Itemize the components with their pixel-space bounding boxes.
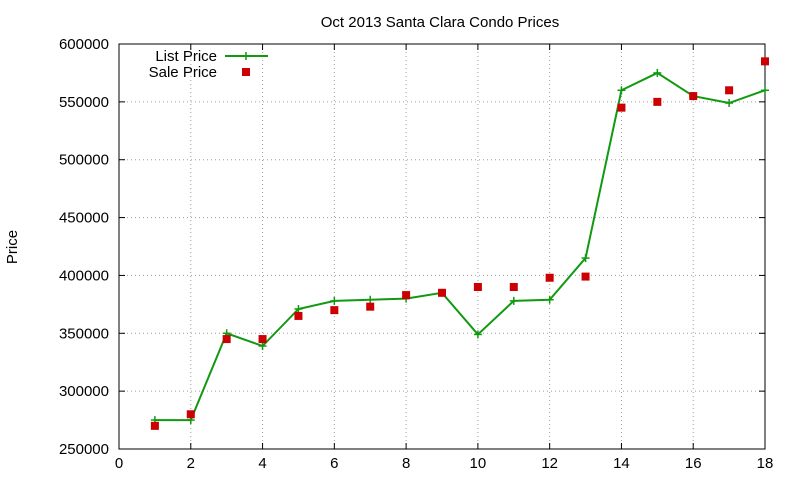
list-price-point xyxy=(258,342,267,351)
y-tick-label: 400000 xyxy=(59,267,109,284)
x-tick-label: 4 xyxy=(258,455,266,472)
list-price-point xyxy=(509,296,518,305)
sale-price-point xyxy=(761,57,769,66)
sale-price-point xyxy=(330,306,339,315)
list-price-point xyxy=(330,296,339,305)
y-tick-label: 600000 xyxy=(59,36,109,53)
legend: List Price Sale Price xyxy=(149,48,268,81)
sale-price-point xyxy=(438,288,446,297)
x-tick-label: 6 xyxy=(330,455,338,472)
x-tick-label: 16 xyxy=(685,455,702,472)
sale-price-point xyxy=(581,272,590,281)
list-price-line xyxy=(154,71,766,422)
sale-price-point xyxy=(509,283,518,291)
list-price-point xyxy=(294,304,303,313)
sale-price-point xyxy=(150,421,159,430)
sale-price-point xyxy=(402,291,411,300)
sale-price-point xyxy=(473,283,482,291)
y-axis-label: Price xyxy=(4,230,21,264)
sale-price-point xyxy=(689,92,698,101)
legend-sample-sale-price xyxy=(242,68,250,76)
y-tick-label: 550000 xyxy=(59,94,109,111)
y-tick-label: 450000 xyxy=(59,210,109,227)
list-price-point xyxy=(761,86,769,95)
list-price-point xyxy=(725,99,734,108)
tick-labels: 0 2 4 6 8 10 12 14 16 18 250000 300000 350000 400000 4… xyxy=(59,36,773,472)
x-tick-label: 18 xyxy=(757,455,774,472)
sale-price-point xyxy=(545,273,554,282)
sale-price-point xyxy=(222,335,231,344)
axes xyxy=(118,43,766,450)
list-price-point xyxy=(366,295,375,304)
x-tick-label: 10 xyxy=(470,455,487,472)
list-price-point xyxy=(653,68,662,77)
sale-price-point xyxy=(258,335,267,344)
list-price-point xyxy=(617,86,626,95)
y-tick-label: 350000 xyxy=(59,325,109,342)
x-tick-label: 14 xyxy=(613,455,630,472)
sale-price-point xyxy=(186,410,195,419)
legend-label-list-price: List Price xyxy=(155,48,217,65)
y-tick-label: 500000 xyxy=(59,152,109,169)
list-price-point xyxy=(545,295,554,304)
y-tick-label: 300000 xyxy=(59,383,109,400)
sale-price-point xyxy=(725,86,734,95)
sale-price-point xyxy=(617,103,626,112)
legend-marker-list-price xyxy=(242,52,250,60)
sale-price-point xyxy=(294,311,303,320)
list-price-point xyxy=(473,330,482,339)
x-tick-label: 0 xyxy=(115,455,123,472)
list-price-point xyxy=(581,254,590,263)
sale-price-point xyxy=(366,302,375,311)
sale-price-point xyxy=(653,97,662,106)
plot-border xyxy=(118,43,766,450)
chart-title: Oct 2013 Santa Clara Condo Prices xyxy=(321,14,559,31)
x-tick-label: 12 xyxy=(541,455,558,472)
series-layer xyxy=(150,57,769,430)
grid-lines xyxy=(119,44,765,449)
y-tick-label: 250000 xyxy=(59,441,109,458)
x-tick-label: 2 xyxy=(187,455,195,472)
x-tick-label: 8 xyxy=(402,455,410,472)
legend-label-sale-price: Sale Price xyxy=(149,64,217,81)
